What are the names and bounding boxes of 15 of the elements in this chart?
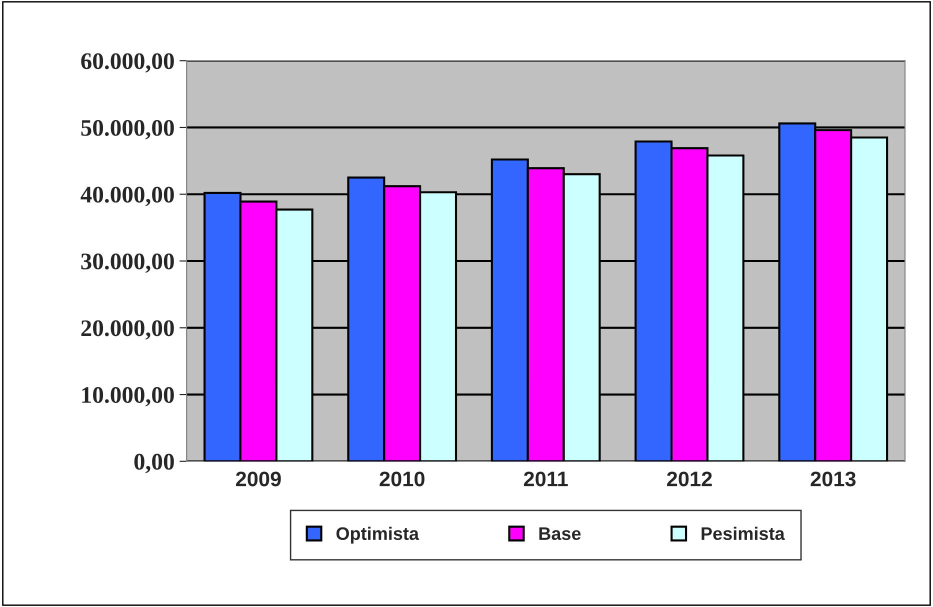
x-tick-label: 2011 xyxy=(524,472,568,486)
y-tick-label: 60.000,00 xyxy=(81,53,174,73)
y-tick-label: 0,00 xyxy=(134,454,174,474)
y-tick-label: 20.000,00 xyxy=(81,320,174,340)
x-tick-label: 2010 xyxy=(380,472,424,486)
x-tick-label: 2012 xyxy=(667,472,712,486)
y-tick-label: 30.000,00 xyxy=(81,254,174,273)
x-tick-label: 2009 xyxy=(236,472,281,486)
y-tick-label: 40.000,00 xyxy=(80,186,174,206)
legend-label: Base xyxy=(539,527,581,540)
legend-label: Pesimista xyxy=(702,526,785,540)
y-tick-label: 50.000,00 xyxy=(81,120,174,140)
x-tick-label: 2013 xyxy=(810,472,856,486)
y-tick-label: 10.000,00 xyxy=(82,387,174,406)
legend-label: Optimista xyxy=(336,526,420,544)
